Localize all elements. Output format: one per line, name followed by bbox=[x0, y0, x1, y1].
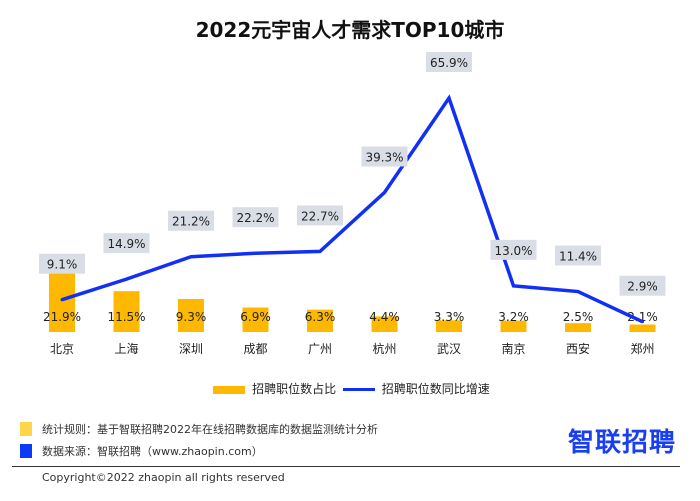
line-label: 21.2% bbox=[172, 215, 210, 229]
chart-title: 2022元宇宙人才需求TOP10城市 bbox=[196, 18, 505, 42]
line-label-bg bbox=[426, 52, 472, 73]
line-label: 65.9% bbox=[430, 56, 468, 70]
note-rule: 统计规则：基于智联招聘2022年在线招聘数据库的数据监测统计分析 bbox=[20, 418, 378, 440]
note-text: 统计规则：基于智联招聘2022年在线招聘数据库的数据监测统计分析 bbox=[42, 423, 378, 436]
line-label: 11.4% bbox=[559, 250, 597, 264]
yellow-square-icon bbox=[20, 422, 32, 436]
bar-label: 2.5% bbox=[563, 310, 594, 324]
line-label-bg bbox=[103, 233, 150, 254]
line-label-bg bbox=[168, 210, 214, 231]
line-label: 22.2% bbox=[236, 211, 274, 225]
divider bbox=[12, 466, 680, 467]
bar-label: 6.9% bbox=[240, 310, 271, 324]
line-label-bg bbox=[490, 239, 537, 260]
bar bbox=[113, 291, 140, 332]
line-label: 14.9% bbox=[107, 237, 145, 251]
note-source: 数据来源：智联招聘（www.zhaopin.com） bbox=[20, 440, 378, 462]
x-tick-label: 西安 bbox=[566, 341, 590, 356]
line-point bbox=[318, 249, 322, 253]
copyright: Copyright©2022 zhaopin all rights reserv… bbox=[42, 471, 285, 484]
line-label-bg bbox=[297, 205, 343, 226]
bar bbox=[178, 298, 204, 332]
legend-line-swatch bbox=[342, 388, 375, 391]
x-tick-label: 广州 bbox=[308, 342, 332, 356]
line-label-bg bbox=[555, 245, 601, 266]
line-point bbox=[512, 284, 515, 288]
line-point bbox=[576, 290, 580, 294]
bar bbox=[500, 320, 527, 332]
line-label: 22.7% bbox=[301, 209, 339, 223]
line-point bbox=[189, 255, 193, 259]
bar-label: 21.9% bbox=[43, 310, 81, 324]
zhaopin-logo: 智联招聘 bbox=[567, 428, 676, 458]
legend: 招聘职位数占比 招聘职位数同比增速 bbox=[0, 380, 700, 397]
line-label-bg bbox=[39, 253, 85, 274]
line-label-bg bbox=[361, 146, 408, 167]
bar-label: 6.3% bbox=[305, 310, 336, 324]
bar-label: 9.3% bbox=[176, 310, 207, 324]
notes: 统计规则：基于智联招聘2022年在线招聘数据库的数据监测统计分析 数据来源：智联… bbox=[20, 418, 378, 462]
bar bbox=[629, 324, 656, 332]
legend-bar-swatch bbox=[213, 385, 246, 394]
line-point bbox=[447, 96, 451, 100]
bar-label: 3.2% bbox=[498, 310, 529, 324]
bar-label: 3.3% bbox=[434, 310, 465, 324]
bar bbox=[371, 316, 398, 332]
line-label-bg bbox=[619, 275, 666, 296]
x-tick-label: 成都 bbox=[243, 342, 267, 356]
x-tick-label: 北京 bbox=[50, 342, 74, 356]
line-point bbox=[383, 190, 386, 194]
combo-chart: 2022元宇宙人才需求TOP10城市 21.9% 11.5% 9.3% 6.9% 6.3… bbox=[39, 18, 666, 356]
line-label: 39.3% bbox=[365, 150, 403, 164]
line-point bbox=[60, 298, 64, 302]
line-label: 2.9% bbox=[627, 280, 658, 294]
line-point bbox=[125, 277, 128, 281]
bar-label: 4.4% bbox=[369, 310, 400, 324]
line-point bbox=[254, 251, 257, 255]
line-path bbox=[61, 94, 644, 324]
line-label: 13.0% bbox=[494, 244, 532, 258]
line-series: 9.1% 14.9% 21.2% 22.2% 22.7% 39.3% 65.9% 13.0% 1… bbox=[39, 52, 666, 324]
line-point bbox=[641, 320, 644, 324]
blue-square-icon bbox=[20, 444, 32, 458]
x-tick-label: 上海 bbox=[114, 341, 138, 356]
x-tick-label: 南京 bbox=[501, 341, 525, 356]
bar bbox=[307, 309, 333, 332]
note-text: 数据来源：智联招聘（www.zhaopin.com） bbox=[42, 445, 263, 458]
line-label: 9.1% bbox=[47, 258, 78, 272]
x-tick-label: 郑州 bbox=[630, 341, 654, 356]
x-tick-label: 武汉 bbox=[437, 342, 461, 356]
bar-series: 21.9% 11.5% 9.3% 6.9% 6.3% 4.4% 3.3% 3.2% 2.5% 2.… bbox=[43, 254, 658, 332]
line-label-bg bbox=[232, 207, 279, 228]
bar bbox=[242, 307, 269, 332]
x-tick-label: 杭州 bbox=[372, 341, 396, 356]
legend-bar-label: 招聘职位数占比 bbox=[252, 382, 337, 396]
legend-line-label: 招聘职位数同比增速 bbox=[381, 382, 490, 396]
x-tick-label: 深圳 bbox=[179, 342, 203, 356]
x-axis-ticks: 北京 上海 深圳 成都 广州 杭州 武汉 南京 西安 郑州 bbox=[50, 341, 655, 356]
bar-label: 11.5% bbox=[107, 310, 145, 324]
bar-label: 2.1% bbox=[627, 310, 658, 324]
bar bbox=[565, 323, 591, 332]
bar bbox=[436, 320, 462, 332]
